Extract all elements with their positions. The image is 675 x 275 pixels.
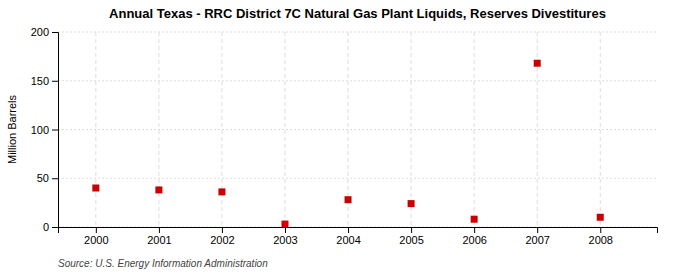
- y-axis-tick-label: 200: [31, 26, 49, 38]
- point: [155, 186, 162, 193]
- x-axis-tick-label: 2000: [84, 234, 108, 246]
- x-axis-tick-mark: [474, 227, 475, 233]
- x-axis-tick-label: 2006: [462, 234, 486, 246]
- y-axis-tick-label: 150: [31, 75, 49, 87]
- x-axis-tick: 2001: [147, 227, 171, 246]
- point: [345, 196, 352, 203]
- grid-line-x: [474, 32, 475, 227]
- grid-line-y: [58, 129, 657, 130]
- x-axis-tick-mark: [411, 227, 412, 233]
- x-axis-tick: 2002: [210, 227, 234, 246]
- x-axis-line: [59, 228, 658, 234]
- x-axis-tick-mark: [600, 227, 601, 233]
- grid-line-x: [158, 32, 159, 227]
- source-note: Source: U.S. Energy Information Administ…: [58, 258, 268, 269]
- point: [218, 188, 225, 195]
- grid-line-y: [58, 178, 657, 179]
- points: [92, 60, 603, 227]
- x-axis-tick: 2008: [589, 227, 613, 246]
- x-axis-tick-label: 2008: [589, 234, 613, 246]
- x-axis-tick-mark: [537, 227, 538, 233]
- y-axis-tick-mark: [52, 178, 58, 179]
- y-axis-tick-label: 0: [43, 221, 49, 233]
- x-axis-tick-mark: [96, 227, 97, 233]
- x-axis-tick: 2005: [399, 227, 423, 246]
- point: [534, 60, 541, 67]
- y-axis-tick-mark: [52, 227, 58, 228]
- y-axis-tick-label: 100: [31, 124, 49, 136]
- point: [597, 214, 604, 221]
- x-axis-tick-label: 2003: [273, 234, 297, 246]
- x-axis-tick-mark: [222, 227, 223, 233]
- x-axis-tick: 2006: [462, 227, 486, 246]
- grid-line-x: [284, 32, 285, 227]
- x-axis-tick-mark: [285, 227, 286, 233]
- point: [408, 200, 415, 207]
- x-axis-tick-label: 2001: [147, 234, 171, 246]
- title: Annual Texas - RRC District 7C Natural G…: [109, 6, 606, 21]
- chart-svg: 2000 2001 2002 2003 2004 2005 2006 2007 2008 0 50 1…: [0, 0, 675, 275]
- x-axis-tick: 2003: [273, 227, 297, 246]
- grid-line-x: [411, 32, 412, 227]
- y-axis-tick: 200: [31, 26, 58, 38]
- x-axis-tick-mark: [159, 227, 160, 233]
- grid: [58, 32, 657, 227]
- plot: 2000 2001 2002 2003 2004 2005 2006 2007 2008 0 50 1…: [31, 26, 658, 246]
- y-axis-tick-mark: [52, 32, 58, 33]
- x-axis-tick: 2000: [84, 227, 108, 246]
- y-axis-tick: 0: [43, 221, 58, 233]
- y-axis: 0 50 100 150 200: [31, 26, 59, 233]
- x-axis-tick-label: 2007: [525, 234, 549, 246]
- x-axis-tick-label: 2004: [336, 234, 360, 246]
- point: [471, 216, 478, 223]
- x-axis-tick-mark: [348, 227, 349, 233]
- x-axis: 2000 2001 2002 2003 2004 2005 2006 2007 2008: [59, 227, 658, 246]
- grid-line-x: [221, 32, 222, 227]
- y-axis-tick-mark: [52, 81, 58, 82]
- point: [92, 185, 99, 192]
- x-axis-tick: 2004: [336, 227, 360, 246]
- y-axis-title: Million Barrels: [6, 94, 18, 164]
- point: [281, 221, 288, 227]
- grid-line-y: [58, 80, 657, 81]
- x-axis-tick: 2007: [525, 227, 549, 246]
- y-axis-tick: 100: [31, 124, 58, 136]
- grid-line-y: [58, 32, 657, 33]
- x-axis-tick-label: 2002: [210, 234, 234, 246]
- x-axis-tick-label: 2005: [399, 234, 423, 246]
- y-axis-tick-label: 50: [37, 172, 49, 184]
- y-axis-tick-mark: [52, 130, 58, 131]
- chart-container: 2000 2001 2002 2003 2004 2005 2006 2007 2008 0 50 1…: [0, 0, 675, 275]
- y-axis-tick: 150: [31, 75, 58, 87]
- grid-line-x: [95, 32, 96, 227]
- grid-line-x: [600, 32, 601, 227]
- y-axis-line: [52, 33, 59, 228]
- y-axis-tick: 50: [37, 172, 58, 184]
